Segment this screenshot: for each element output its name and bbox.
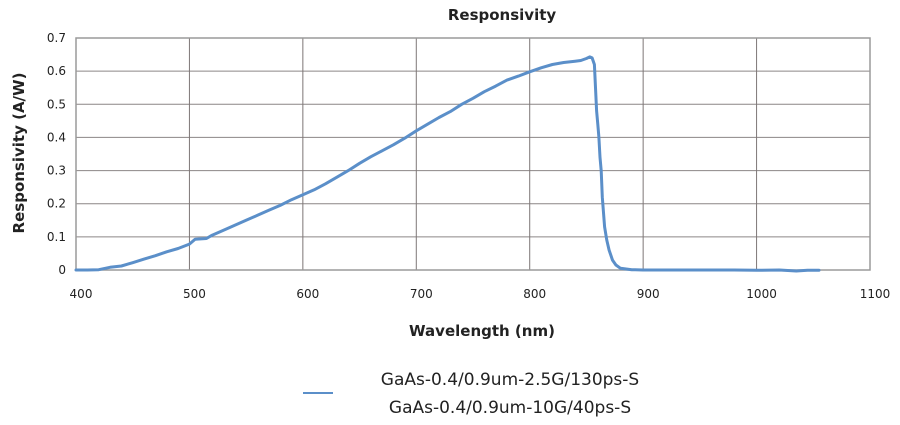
x-axis-ticks: 400 500 600 700 800 900 1000 1100: [70, 287, 891, 301]
x-tick-label: 400: [70, 287, 93, 301]
y-tick-label: 0.7: [47, 31, 66, 45]
x-tick-label: 1000: [746, 287, 777, 301]
x-tick-label: 600: [296, 287, 319, 301]
y-axis-ticks: 0 0.1 0.2 0.3 0.4 0.5 0.6 0.7: [47, 31, 66, 277]
y-tick-label: 0.5: [47, 97, 66, 111]
legend-label-1: GaAs-0.4/0.9um-2.5G/130ps-S: [381, 370, 639, 390]
legend-label-2: GaAs-0.4/0.9um-10G/40ps-S: [389, 398, 631, 418]
y-tick-label: 0.6: [47, 64, 66, 78]
chart-title: Responsivity: [448, 6, 557, 24]
y-tick-label: 0.2: [47, 197, 66, 211]
x-tick-label: 800: [523, 287, 546, 301]
x-axis-label: Wavelength (nm): [409, 322, 555, 340]
y-tick-label: 0.3: [47, 164, 66, 178]
y-axis-label: Responsivity (A/W): [10, 73, 28, 234]
y-tick-label: 0.1: [47, 230, 66, 244]
y-tick-label: 0.4: [47, 130, 66, 144]
x-tick-label: 700: [410, 287, 433, 301]
legend: GaAs-0.4/0.9um-2.5G/130ps-S GaAs-0.4/0.9…: [303, 370, 639, 418]
grid: [75, 37, 871, 271]
series-line: [74, 55, 821, 273]
y-tick-label: 0: [58, 263, 66, 277]
plot-frame: [75, 37, 871, 271]
x-tick-label: 900: [637, 287, 660, 301]
x-tick-label: 500: [183, 287, 206, 301]
x-tick-label: 1100: [860, 287, 891, 301]
